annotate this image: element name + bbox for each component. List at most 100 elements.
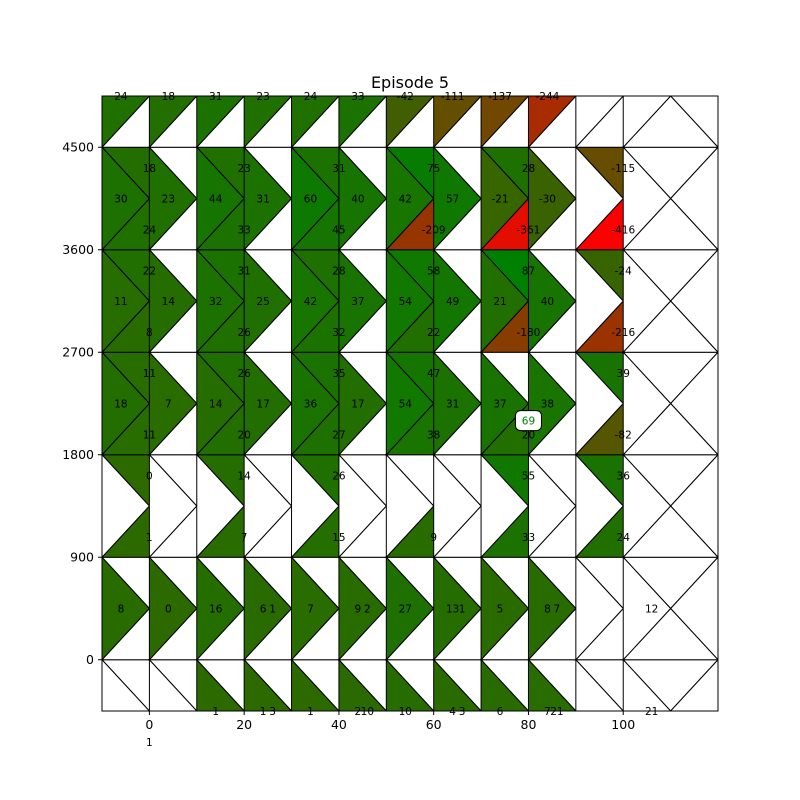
- cell-value-label: 4: [449, 706, 456, 718]
- cell-value-label: 33: [351, 91, 364, 103]
- cell-value-label: 47: [427, 368, 440, 380]
- cell-value-label: 15: [332, 532, 345, 544]
- triangle-cell: [196, 710, 198, 711]
- triangle-cell: [527, 453, 577, 559]
- triangle-cell: [291, 96, 340, 149]
- cell-value-label: 49: [446, 296, 459, 308]
- triangle-cell: [527, 96, 530, 97]
- x-tick-label: 100: [611, 717, 635, 732]
- triangle-cell: [196, 96, 198, 97]
- triangle-cell: [148, 248, 198, 354]
- cell-value-label: -137: [488, 91, 512, 103]
- triangle-cell: [480, 658, 530, 711]
- agent-marker-box: [514, 410, 542, 432]
- triangle-cell: [622, 453, 672, 559]
- triangle-cell: [622, 658, 672, 711]
- triangle-cell: [196, 96, 245, 149]
- cell-value-label: 7: [241, 532, 248, 544]
- triangle-cells: [102, 96, 718, 711]
- cell-value-label: 21: [645, 706, 658, 718]
- cell-value-label: 24: [617, 532, 631, 544]
- cell-value-label: 42: [399, 194, 412, 206]
- cell-value-label: 23: [237, 163, 250, 175]
- triangle-cell: [102, 96, 151, 148]
- cell-value-label: 87: [522, 265, 535, 277]
- cell-value-label: 44: [209, 194, 223, 206]
- cell-value-label: 9: [430, 532, 437, 544]
- cell-value-labels: 131 1 101 2 310 4 216 7 211 2 1 7 128 0 16 6 7 9 27 13 5 80 14…: [114, 91, 658, 749]
- x-tick-label: 0: [145, 717, 153, 732]
- triangle-cell: [196, 555, 245, 662]
- cell-value-label: 31: [256, 194, 269, 206]
- triangle-cell: [102, 556, 151, 661]
- triangle-cell: [433, 658, 482, 711]
- triangle-cell: [102, 454, 151, 558]
- cell-value-label: 7: [554, 604, 561, 616]
- cell-value-label: 28: [332, 265, 345, 277]
- triangle-cell: [243, 658, 293, 711]
- triangle-cell: [291, 145, 340, 252]
- triangle-cell: [385, 350, 435, 457]
- cell-value-label: 27: [332, 429, 345, 441]
- cell-value-label: 10: [361, 706, 374, 718]
- cell-value-label: 24: [114, 91, 128, 103]
- cell-value-label: -111: [441, 91, 465, 103]
- y-tick-label: 0: [86, 652, 94, 667]
- triangle-cell: [669, 96, 672, 97]
- triangle-cell: [575, 555, 624, 662]
- cell-value-label: 13: [446, 604, 459, 616]
- triangle-cell: [196, 350, 245, 457]
- triangle-cell: [338, 248, 387, 354]
- cell-value-label: -216: [611, 327, 635, 339]
- triangle-cell: [433, 555, 482, 662]
- cell-value-label: 18: [114, 399, 127, 411]
- cell-value-label: -82: [615, 429, 632, 441]
- y-tick-label: 1800: [62, 447, 94, 462]
- cell-value-label: 18: [143, 163, 156, 175]
- triangle-cell: [291, 350, 340, 457]
- cell-value-label: 1: [260, 706, 267, 718]
- triangle-cell: [575, 96, 577, 97]
- triangle-cell: [575, 145, 624, 252]
- cell-value-label: 45: [332, 224, 345, 236]
- triangle-cell: [480, 555, 530, 662]
- cell-value-label: 37: [493, 399, 506, 411]
- cell-value-label: 54: [399, 296, 413, 308]
- cell-value-label: 17: [351, 399, 364, 411]
- cell-value-label: 0: [146, 470, 153, 482]
- cell-value-label: -30: [539, 194, 556, 206]
- y-tick-label: 4500: [62, 139, 94, 154]
- triangle-cell: [243, 96, 245, 97]
- cell-value-label: 25: [256, 296, 269, 308]
- cell-value-label: 26: [237, 368, 251, 380]
- cell-value-label: 55: [522, 470, 535, 482]
- cell-value-label: 8: [544, 604, 551, 616]
- cell-value-label: 21: [493, 296, 506, 308]
- triangle-cell: [338, 145, 387, 252]
- triangle-cell: [622, 248, 672, 354]
- triangle-cell: [480, 248, 530, 354]
- cell-value-label: 20: [522, 429, 535, 441]
- triangle-cell: [148, 658, 198, 711]
- cell-value-label: 30: [114, 194, 127, 206]
- triangle-cell: [480, 350, 530, 457]
- triangle-cell: [575, 350, 624, 457]
- triangle-cell: [527, 248, 577, 354]
- triangle-cell: [196, 453, 245, 559]
- triangle-cell: [148, 145, 198, 252]
- triangle-cell: [196, 658, 245, 711]
- triangle-cell: [575, 710, 577, 711]
- triangle-cell: [385, 248, 435, 354]
- triangle-cell: [338, 350, 387, 457]
- triangle-cell: [575, 658, 624, 711]
- cell-value-label: 21: [550, 706, 563, 718]
- cell-value-label: 60: [304, 194, 317, 206]
- cell-value-label: 23: [162, 194, 175, 206]
- triangle-cell: [385, 710, 387, 711]
- triangle-cell: [385, 453, 435, 559]
- triangle-cell: [290, 710, 293, 711]
- triangle-cell: [338, 453, 387, 559]
- cell-value-label: 11: [114, 296, 127, 308]
- agent-marker-label: 69: [522, 416, 535, 428]
